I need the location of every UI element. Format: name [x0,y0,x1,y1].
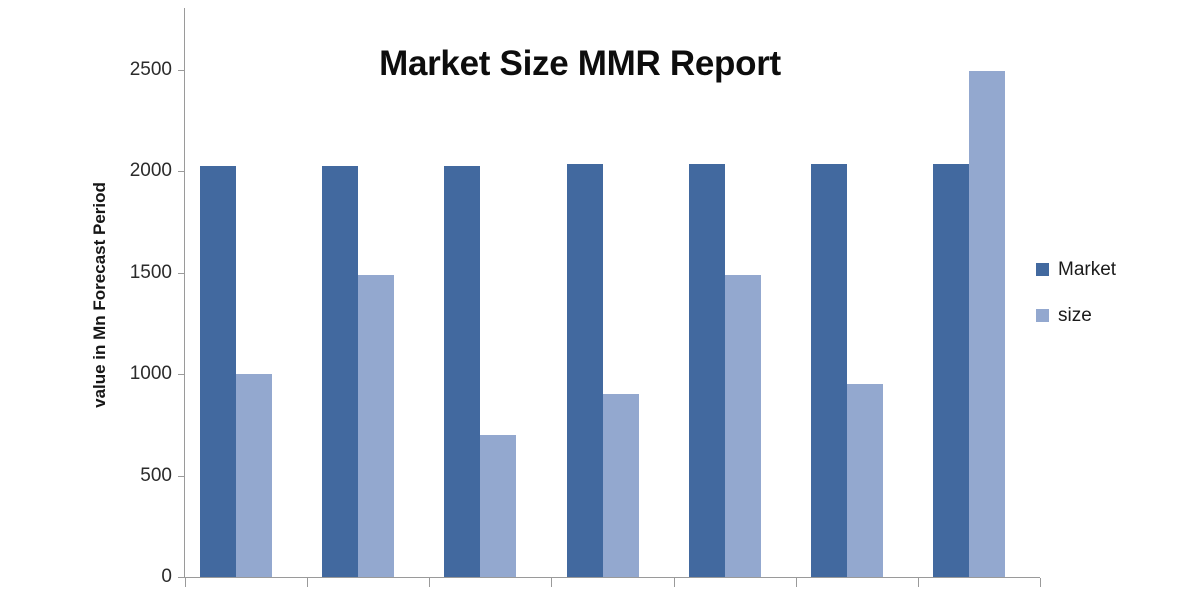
y-axis-tick [178,70,185,71]
y-axis-tick [178,272,185,274]
y-axis-tick-label: 2000 [129,160,172,182]
x-axis-tick [429,578,431,587]
legend-item: size [1036,304,1116,327]
x-axis-tick [795,578,797,587]
y-axis-tick [178,171,185,173]
bar-size-2 [480,435,517,577]
x-axis-tick [307,578,309,587]
y-axis-tick-label: 500 [140,464,172,486]
x-axis-line [184,577,1040,578]
legend-label: Market [1058,258,1117,280]
bar-market-6 [932,164,969,577]
y-axis-line [184,8,185,578]
legend-swatch-icon [1036,309,1049,322]
y-axis-tick [178,577,185,578]
x-axis-tick [185,578,186,587]
legend-label: size [1058,304,1092,326]
bar-size-6 [968,71,1005,577]
y-axis-tick [178,374,185,376]
bar-market-2 [444,166,481,577]
y-axis-tick [178,475,185,477]
bar-market-5 [810,164,847,577]
x-axis-tick [1040,578,1041,587]
x-axis-tick [551,578,553,587]
bar-size-3 [602,394,639,577]
chart-legend: Market size [1036,258,1116,350]
legend-swatch-icon [1036,263,1049,276]
bar-size-4 [724,274,761,577]
y-axis-tick-label: 2500 [129,59,172,80]
x-axis-tick [917,578,919,587]
y-axis-tick-label: 0 [161,566,172,587]
bar-size-1 [358,274,395,577]
bar-size-5 [846,384,883,577]
x-axis-tick [673,578,675,587]
y-axis-tick-label: 1500 [129,261,172,283]
bar-size-0 [236,374,273,577]
bar-market-4 [688,164,725,577]
bar-market-0 [200,166,237,577]
bar-market-3 [566,164,603,577]
y-axis-tick-label: 1000 [129,363,172,385]
bars-layer [185,8,1040,577]
legend-item: Market [1036,258,1116,281]
bar-market-1 [322,166,359,577]
chart-title: Market Size MMR Report [379,44,781,83]
